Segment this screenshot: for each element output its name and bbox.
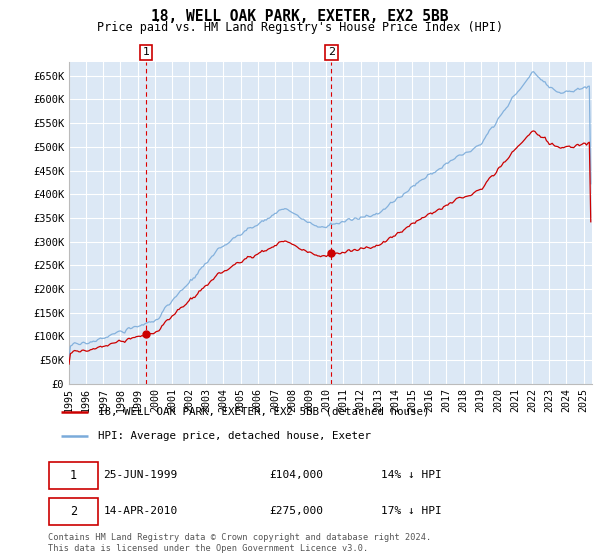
Text: 17% ↓ HPI: 17% ↓ HPI [380,506,442,516]
Text: 14% ↓ HPI: 14% ↓ HPI [380,470,442,480]
FancyBboxPatch shape [49,498,98,525]
Text: 14-APR-2010: 14-APR-2010 [103,506,178,516]
Text: £104,000: £104,000 [270,470,324,480]
Text: 18, WELL OAK PARK, EXETER, EX2 5BB: 18, WELL OAK PARK, EXETER, EX2 5BB [151,9,449,24]
Text: 18, WELL OAK PARK, EXETER, EX2 5BB (detached house): 18, WELL OAK PARK, EXETER, EX2 5BB (deta… [98,407,430,417]
Text: 2: 2 [70,505,77,518]
Text: Contains HM Land Registry data © Crown copyright and database right 2024.
This d: Contains HM Land Registry data © Crown c… [48,533,431,553]
FancyBboxPatch shape [49,462,98,489]
Text: 1: 1 [70,469,77,482]
Text: 1: 1 [142,48,149,58]
Text: 25-JUN-1999: 25-JUN-1999 [103,470,178,480]
Text: Price paid vs. HM Land Registry's House Price Index (HPI): Price paid vs. HM Land Registry's House … [97,21,503,34]
Text: £275,000: £275,000 [270,506,324,516]
Text: HPI: Average price, detached house, Exeter: HPI: Average price, detached house, Exet… [98,431,371,441]
Text: 2: 2 [328,48,335,58]
